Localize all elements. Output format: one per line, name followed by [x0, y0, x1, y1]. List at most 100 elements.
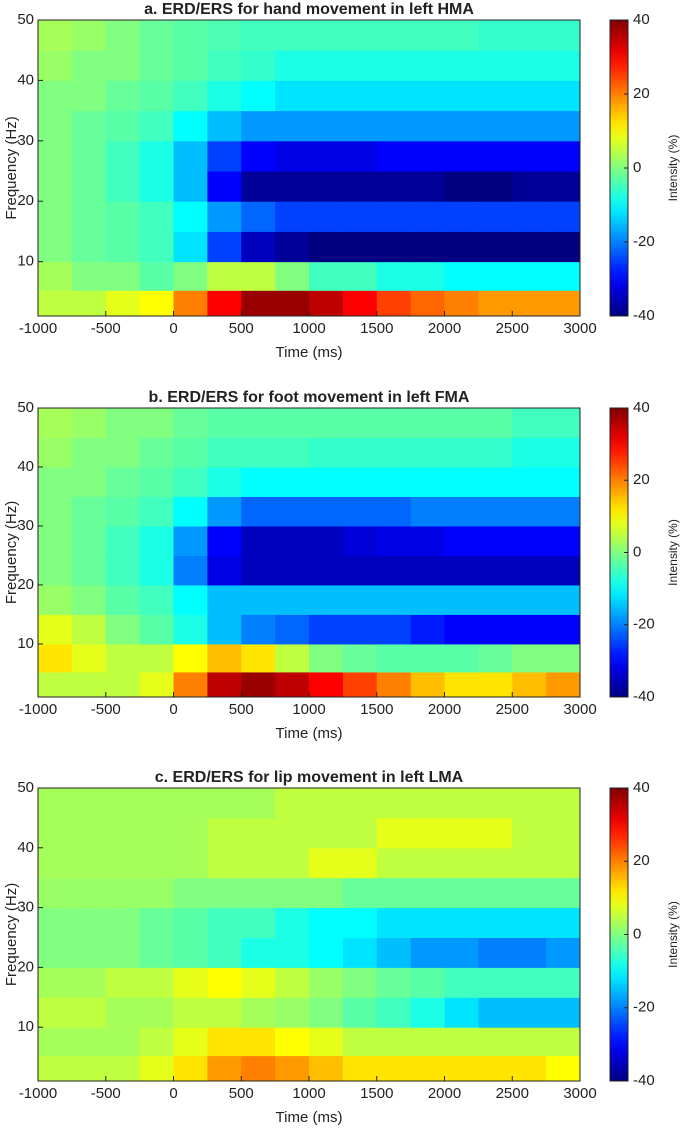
- heatmap-cell: [71, 614, 107, 645]
- heatmap-cell: [512, 408, 547, 438]
- colorbar-label: Intensity (%): [666, 135, 680, 202]
- heatmap-cell: [478, 140, 513, 172]
- heatmap-cell: [139, 201, 174, 232]
- heatmap-cell: [173, 261, 208, 291]
- heatmap-cell: [546, 643, 581, 673]
- heatmap-cell: [71, 788, 107, 819]
- heatmap-cell: [207, 261, 242, 291]
- heatmap-cell: [275, 847, 310, 879]
- heatmap-cell: [173, 967, 208, 998]
- heatmap-cell: [173, 1027, 208, 1057]
- heatmap-cell: [478, 937, 513, 968]
- x-tick-label: 0: [169, 320, 177, 337]
- heatmap-cell: [444, 201, 479, 232]
- heatmap-cell: [546, 20, 581, 51]
- heatmap-cell: [546, 466, 581, 497]
- heatmap-cell: [309, 110, 344, 142]
- heatmap-cell: [478, 408, 513, 438]
- heatmap-cell: [309, 788, 344, 819]
- heatmap-cell: [275, 437, 310, 468]
- heatmap-cell: [207, 937, 242, 968]
- heatmap-cell: [376, 877, 412, 909]
- heatmap-cell: [410, 290, 445, 317]
- heatmap-cell: [478, 877, 513, 909]
- heatmap-cell: [512, 171, 547, 202]
- heatmap-cell: [478, 231, 513, 263]
- heatmap-cell: [512, 496, 547, 527]
- heatmap-cell: [241, 671, 276, 698]
- heatmap-cell: [275, 555, 310, 586]
- heatmap-cell: [512, 80, 547, 112]
- heatmap-cell: [478, 817, 513, 849]
- heatmap-cell: [546, 80, 581, 112]
- heatmap-cell: [207, 20, 242, 51]
- heatmap-cell: [71, 20, 107, 51]
- heatmap-cell: [71, 496, 107, 527]
- heatmap-cell: [173, 997, 208, 1028]
- heatmap-cell: [546, 496, 581, 527]
- heatmap-cell: [376, 50, 412, 81]
- heatmap-cell: [309, 261, 344, 291]
- heatmap-cell: [207, 201, 242, 232]
- heatmap-cell: [546, 937, 581, 968]
- x-tick-label: 2500: [496, 701, 529, 718]
- heatmap-cell: [342, 817, 378, 849]
- heatmap-cell: [38, 937, 73, 968]
- heatmap-cell: [376, 847, 412, 879]
- heatmap-cell: [410, 1027, 445, 1057]
- heatmap-cell: [410, 907, 445, 938]
- heatmap-cell: [478, 496, 513, 527]
- heatmap-cell: [105, 584, 141, 615]
- heatmap-cell: [241, 1027, 276, 1057]
- heatmap-cell: [410, 110, 445, 142]
- heatmap-cell: [173, 877, 208, 909]
- heatmap-cell: [309, 1055, 344, 1082]
- heatmap-cell: [546, 1027, 581, 1057]
- heatmap-cell: [173, 50, 208, 81]
- heatmap-cell: [546, 555, 581, 586]
- heatmap-cell: [512, 907, 547, 938]
- heatmap-cell: [309, 1027, 344, 1057]
- heatmap-cell: [241, 788, 276, 819]
- y-tick-label: 30: [17, 132, 34, 149]
- heatmap-cell: [241, 201, 276, 232]
- heatmap-cell: [38, 496, 73, 527]
- heatmap-cell: [275, 525, 310, 556]
- x-tick-label: 1000: [292, 320, 325, 337]
- heatmap-cell: [309, 967, 344, 998]
- heatmap-cell: [444, 290, 479, 317]
- heatmap-cell: [207, 584, 242, 615]
- heatmap-cell: [275, 907, 310, 938]
- heatmap-cell: [410, 50, 445, 81]
- y-tick-label: 30: [17, 517, 34, 534]
- heatmap-cell: [546, 584, 581, 615]
- colorbar-tick-label: 20: [633, 85, 650, 102]
- heatmap-cell: [173, 466, 208, 497]
- heatmap-cell: [478, 671, 513, 698]
- heatmap-cell: [444, 847, 479, 879]
- heatmap-cell: [376, 937, 412, 968]
- heatmap-cell: [546, 1055, 581, 1082]
- heatmap-cell: [444, 496, 479, 527]
- heatmap-cell: [105, 290, 141, 317]
- heatmap-cell: [478, 171, 513, 202]
- heatmap-cell: [444, 110, 479, 142]
- y-axis-label: Frequency (Hz): [3, 883, 20, 986]
- heatmap-cell: [275, 937, 310, 968]
- heatmap-cell: [241, 110, 276, 142]
- heatmap-cell: [275, 1027, 310, 1057]
- heatmap-cell: [71, 231, 107, 263]
- colorbar-tick-label: -20: [633, 233, 655, 250]
- colorbar-tick-label: 40: [633, 399, 650, 416]
- heatmap-cell: [275, 584, 310, 615]
- heatmap-cell: [241, 171, 276, 202]
- heatmap-cell: [38, 555, 73, 586]
- chart-title: a. ERD/ERS for hand movement in left HMA: [144, 1, 474, 18]
- heatmap-cell: [376, 231, 412, 263]
- heatmap-cell: [512, 967, 547, 998]
- heatmap-cell: [173, 525, 208, 556]
- heatmap-cell: [410, 937, 445, 968]
- colorbar-tick-label: 40: [633, 779, 650, 796]
- heatmap-cell: [275, 261, 310, 291]
- heatmap-cell: [546, 290, 581, 317]
